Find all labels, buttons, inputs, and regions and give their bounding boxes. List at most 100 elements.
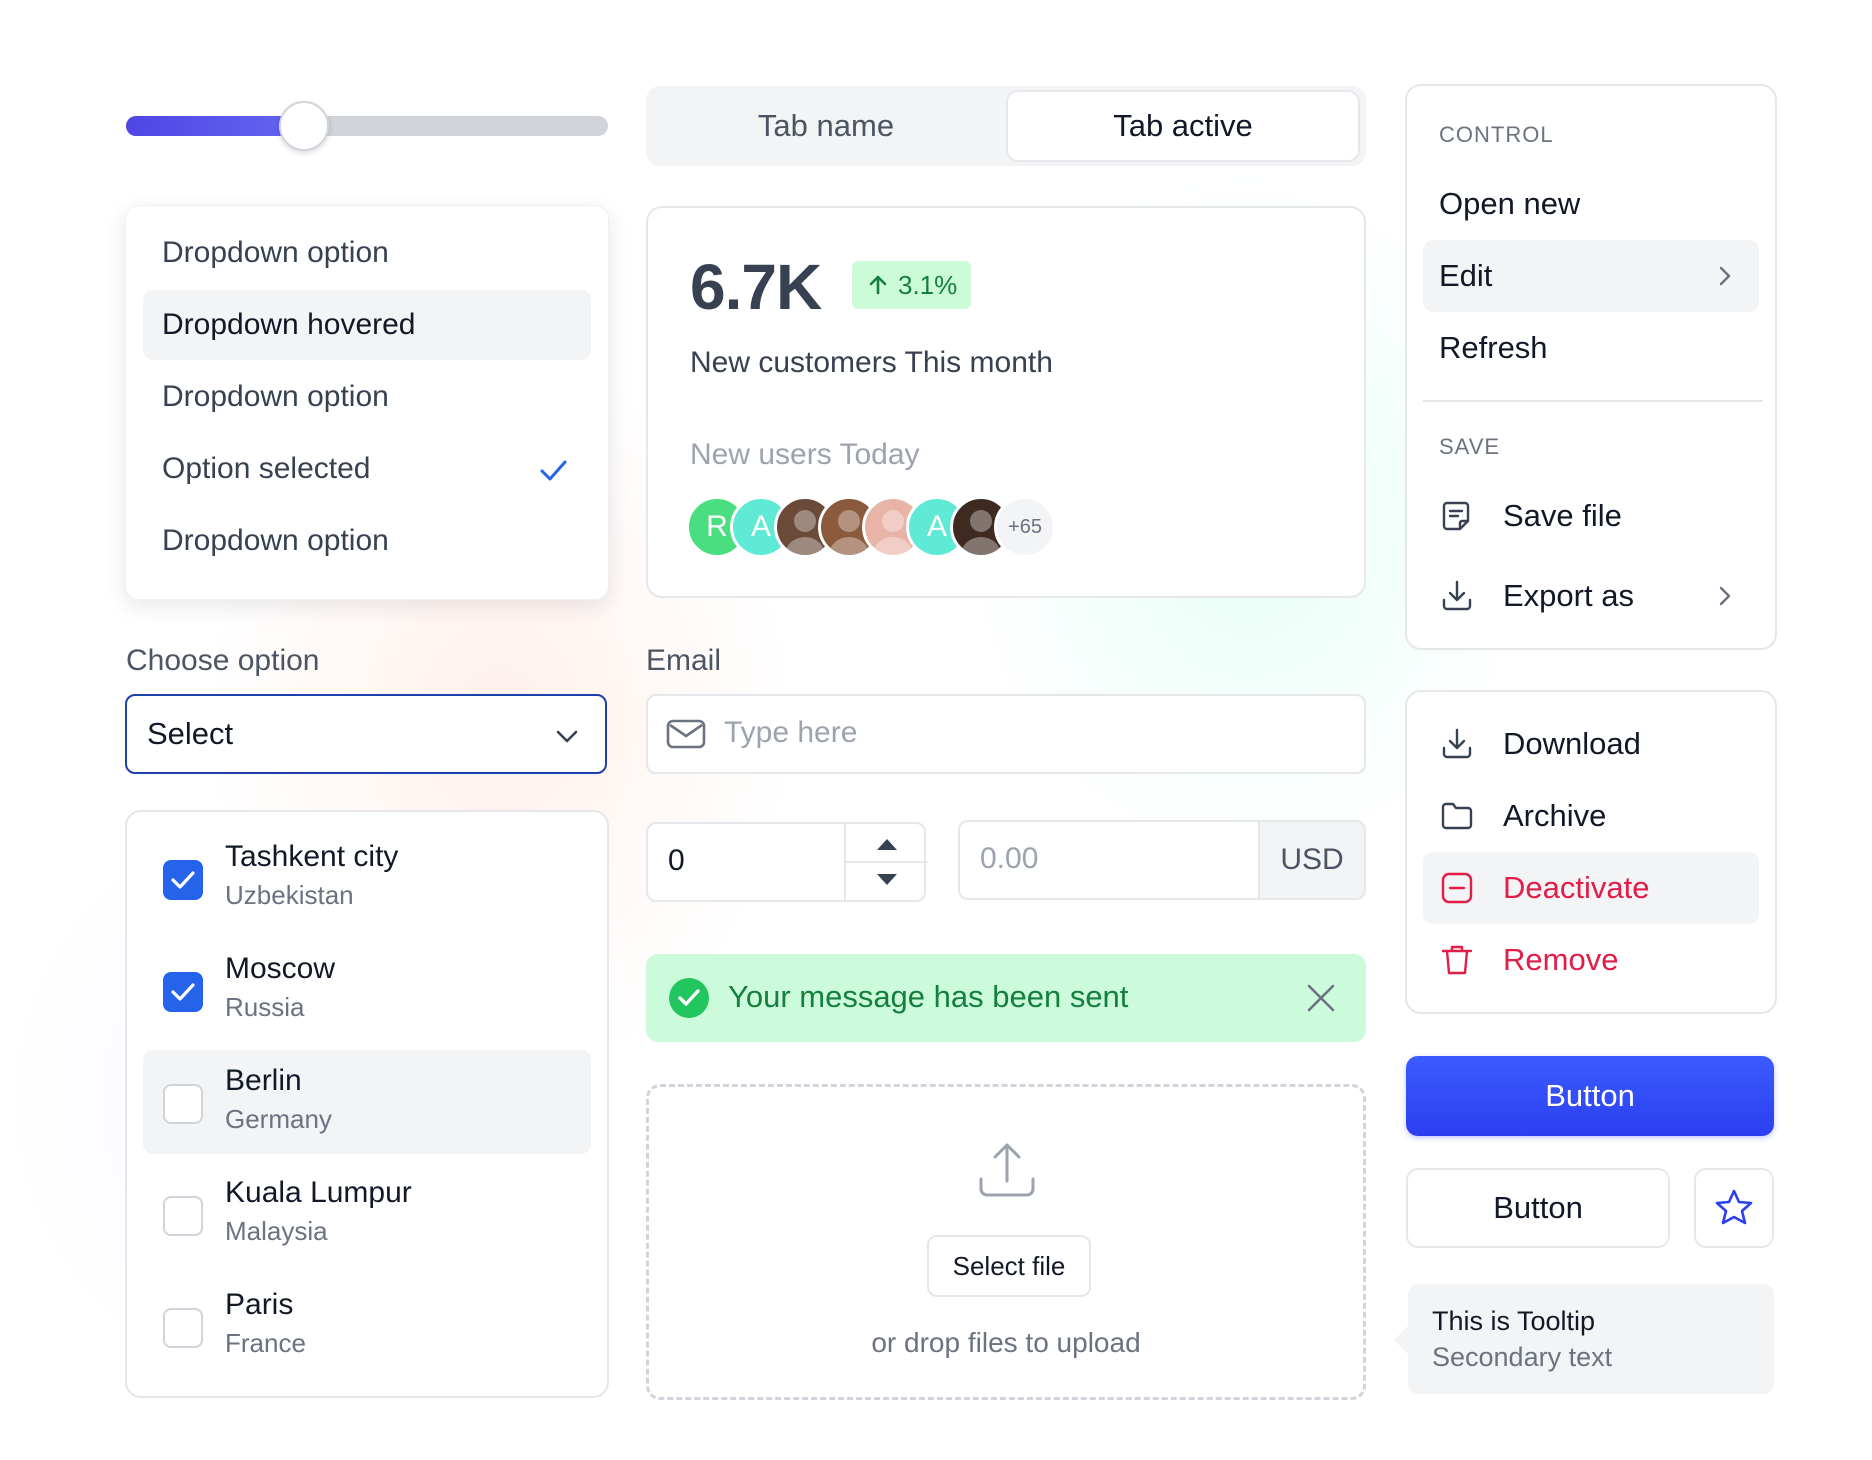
upload-icon bbox=[979, 1143, 1035, 1197]
menu-item-label: Open new bbox=[1439, 186, 1581, 221]
option-select[interactable]: Select bbox=[125, 694, 607, 774]
secondary-button[interactable]: Button bbox=[1406, 1168, 1670, 1248]
menu-item-open-new[interactable]: Open new bbox=[1423, 168, 1759, 240]
menu-item-save-file[interactable]: Save file bbox=[1423, 480, 1759, 552]
checkbox[interactable] bbox=[163, 860, 203, 900]
person-avatar-icon bbox=[961, 510, 1001, 555]
file-dropzone[interactable]: Select file or drop files to upload bbox=[646, 1084, 1366, 1400]
section-title-save: SAVE bbox=[1439, 434, 1501, 459]
favorite-button[interactable] bbox=[1694, 1168, 1774, 1248]
tooltip-title: This is Tooltip bbox=[1432, 1306, 1596, 1336]
stat-sub-label: New users Today bbox=[690, 438, 920, 471]
country-name: France bbox=[225, 1328, 306, 1358]
deactivate-icon bbox=[1441, 872, 1473, 904]
menu-item-label: Download bbox=[1503, 726, 1641, 761]
tooltip-secondary-text: Secondary text bbox=[1432, 1342, 1613, 1372]
primary-button[interactable]: Button bbox=[1406, 1056, 1774, 1136]
save-file-icon bbox=[1442, 501, 1470, 531]
country-name: Malaysia bbox=[225, 1216, 328, 1246]
menu-item-download[interactable]: Download bbox=[1423, 708, 1759, 780]
slider-thumb[interactable] bbox=[279, 101, 329, 151]
mail-icon bbox=[666, 719, 706, 749]
list-item[interactable]: Kuala Lumpur Malaysia bbox=[143, 1162, 591, 1266]
checkbox[interactable] bbox=[163, 1084, 203, 1124]
checkbox[interactable] bbox=[163, 1196, 203, 1236]
select-file-button[interactable]: Select file bbox=[927, 1235, 1091, 1297]
menu-item-edit[interactable]: Edit bbox=[1423, 240, 1759, 312]
check-icon bbox=[171, 871, 195, 889]
dropdown-option-hovered[interactable]: Dropdown hovered bbox=[143, 290, 591, 360]
stepper-value: 0 bbox=[668, 844, 685, 877]
email-label: Email bbox=[646, 644, 722, 677]
dropdown-option-selected[interactable]: Option selected bbox=[143, 434, 591, 504]
chevron-right-icon bbox=[1719, 266, 1731, 286]
slider-fill bbox=[126, 116, 304, 136]
list-item[interactable]: Paris France bbox=[143, 1274, 591, 1378]
tab-active[interactable]: Tab active bbox=[1006, 90, 1360, 162]
select-label: Choose option bbox=[126, 644, 320, 677]
city-checklist: Tashkent city Uzbekistan Moscow Russia B… bbox=[125, 810, 609, 1398]
email-field[interactable]: Type here bbox=[646, 694, 1366, 774]
dropdown-option[interactable]: Dropdown option bbox=[143, 506, 591, 576]
city-name: Kuala Lumpur bbox=[225, 1176, 412, 1209]
list-item[interactable]: Tashkent city Uzbekistan bbox=[143, 826, 591, 930]
trash-icon bbox=[1441, 945, 1473, 975]
menu-item-deactivate[interactable]: Deactivate bbox=[1423, 852, 1759, 924]
menu-item-remove[interactable]: Remove bbox=[1423, 924, 1759, 996]
dropdown-option-label: Dropdown option bbox=[162, 380, 389, 413]
dropdown-option[interactable]: Dropdown option bbox=[143, 362, 591, 432]
dropdown-menu: Dropdown option Dropdown hovered Dropdow… bbox=[125, 205, 609, 600]
quantity-stepper[interactable]: 0 bbox=[646, 822, 928, 902]
chevron-down-icon bbox=[556, 730, 578, 743]
close-icon[interactable] bbox=[1304, 981, 1338, 1015]
person-avatar-icon bbox=[873, 510, 913, 555]
menu-item-archive[interactable]: Archive bbox=[1423, 780, 1759, 852]
dropdown-option[interactable]: Dropdown option bbox=[143, 218, 591, 288]
menu-item-label: Edit bbox=[1439, 258, 1493, 293]
alert-message: Your message has been sent bbox=[728, 979, 1129, 1014]
country-name: Germany bbox=[225, 1104, 332, 1134]
tab-name[interactable]: Tab name bbox=[757, 108, 895, 143]
stepper-arrows bbox=[844, 824, 928, 900]
stats-card: 6.7K 3.1% New customers This month New u… bbox=[646, 206, 1366, 598]
export-icon bbox=[1442, 580, 1472, 611]
tooltip: This is Tooltip Secondary text bbox=[1394, 1284, 1774, 1394]
change-badge: 3.1% bbox=[852, 261, 972, 309]
menu-item-label: Save file bbox=[1503, 498, 1622, 533]
currency-unit: USD bbox=[1258, 822, 1364, 898]
dropdown-option-label: Dropdown option bbox=[162, 236, 389, 269]
menu-item-export-as[interactable]: Export as bbox=[1423, 560, 1759, 632]
success-alert: Your message has been sent bbox=[646, 954, 1366, 1042]
stepper-divider bbox=[846, 861, 928, 863]
city-name: Paris bbox=[225, 1288, 294, 1321]
menu-item-label: Remove bbox=[1503, 942, 1619, 977]
select-value: Select bbox=[147, 716, 234, 751]
caret-down-icon[interactable] bbox=[875, 872, 899, 888]
list-item[interactable]: Moscow Russia bbox=[143, 938, 591, 1042]
star-icon bbox=[1715, 1189, 1753, 1225]
avatar-more-count[interactable]: +65 bbox=[994, 496, 1056, 558]
menu-item-label: Export as bbox=[1503, 578, 1634, 613]
checkbox[interactable] bbox=[163, 1308, 203, 1348]
checkbox[interactable] bbox=[163, 972, 203, 1012]
chevron-right-icon bbox=[1719, 586, 1731, 606]
dropdown-option-label: Dropdown hovered bbox=[162, 308, 416, 341]
menu-item-refresh[interactable]: Refresh bbox=[1423, 312, 1759, 384]
amount-field[interactable]: 0.00 USD bbox=[958, 820, 1366, 900]
city-name: Moscow bbox=[225, 952, 336, 985]
range-slider[interactable] bbox=[126, 101, 608, 151]
menu-item-label: Refresh bbox=[1439, 330, 1548, 365]
person-avatar-icon bbox=[829, 510, 869, 555]
amount-placeholder: 0.00 bbox=[980, 842, 1039, 875]
caret-up-icon[interactable] bbox=[875, 836, 899, 852]
stat-label: New customers This month bbox=[690, 346, 1053, 379]
list-item[interactable]: Berlin Germany bbox=[143, 1050, 591, 1154]
city-name: Tashkent city bbox=[225, 840, 399, 873]
change-value: 3.1% bbox=[898, 270, 958, 300]
stat-value: 6.7K bbox=[690, 251, 822, 323]
menu-divider bbox=[1423, 400, 1763, 402]
folder-icon bbox=[1441, 802, 1473, 830]
city-name: Berlin bbox=[225, 1064, 302, 1097]
email-placeholder: Type here bbox=[724, 716, 858, 749]
upload-hint: or drop files to upload bbox=[871, 1327, 1141, 1358]
